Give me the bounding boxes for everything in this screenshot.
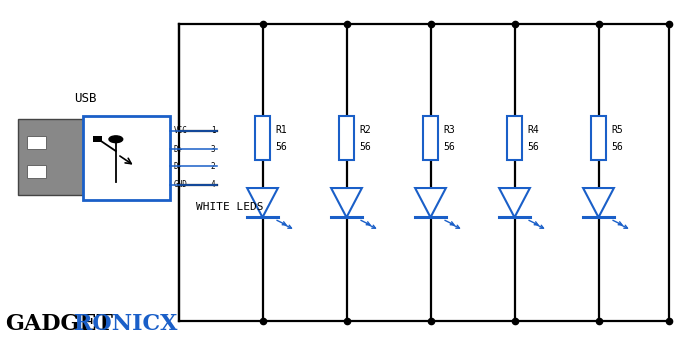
Bar (339, 116, 354, 160)
Text: WHITE LEDS: WHITE LEDS (196, 202, 263, 212)
Polygon shape (247, 188, 278, 217)
Text: R4: R4 (528, 125, 540, 135)
Polygon shape (331, 188, 362, 217)
Bar (27, 137, 46, 149)
Text: 4: 4 (211, 180, 216, 189)
Text: 56: 56 (276, 142, 288, 152)
Text: 56: 56 (528, 142, 540, 152)
Text: R2: R2 (360, 125, 372, 135)
Text: 1: 1 (211, 126, 216, 135)
Text: USB: USB (74, 92, 97, 105)
Bar (83, 116, 170, 200)
Bar (591, 116, 606, 160)
Text: 56: 56 (612, 142, 624, 152)
Polygon shape (583, 188, 614, 217)
Text: 56: 56 (360, 142, 372, 152)
Bar (255, 116, 270, 160)
Bar (93, 136, 102, 142)
Text: 56: 56 (444, 142, 456, 152)
Text: R3: R3 (444, 125, 456, 135)
Text: D+: D+ (174, 145, 183, 154)
Text: VCC: VCC (174, 126, 188, 135)
Polygon shape (499, 188, 530, 217)
Bar (507, 116, 522, 160)
Text: 3: 3 (211, 145, 216, 154)
Text: RONICX: RONICX (74, 313, 178, 335)
Bar (423, 116, 438, 160)
Polygon shape (415, 188, 446, 217)
Text: 2: 2 (211, 162, 216, 171)
Text: R1: R1 (276, 125, 288, 135)
Bar (27, 165, 46, 178)
Text: GADGET: GADGET (6, 313, 113, 335)
Circle shape (109, 136, 122, 142)
Bar (18, 119, 84, 195)
Text: GND: GND (174, 180, 188, 189)
Text: D-: D- (174, 162, 183, 171)
Text: R5: R5 (612, 125, 624, 135)
